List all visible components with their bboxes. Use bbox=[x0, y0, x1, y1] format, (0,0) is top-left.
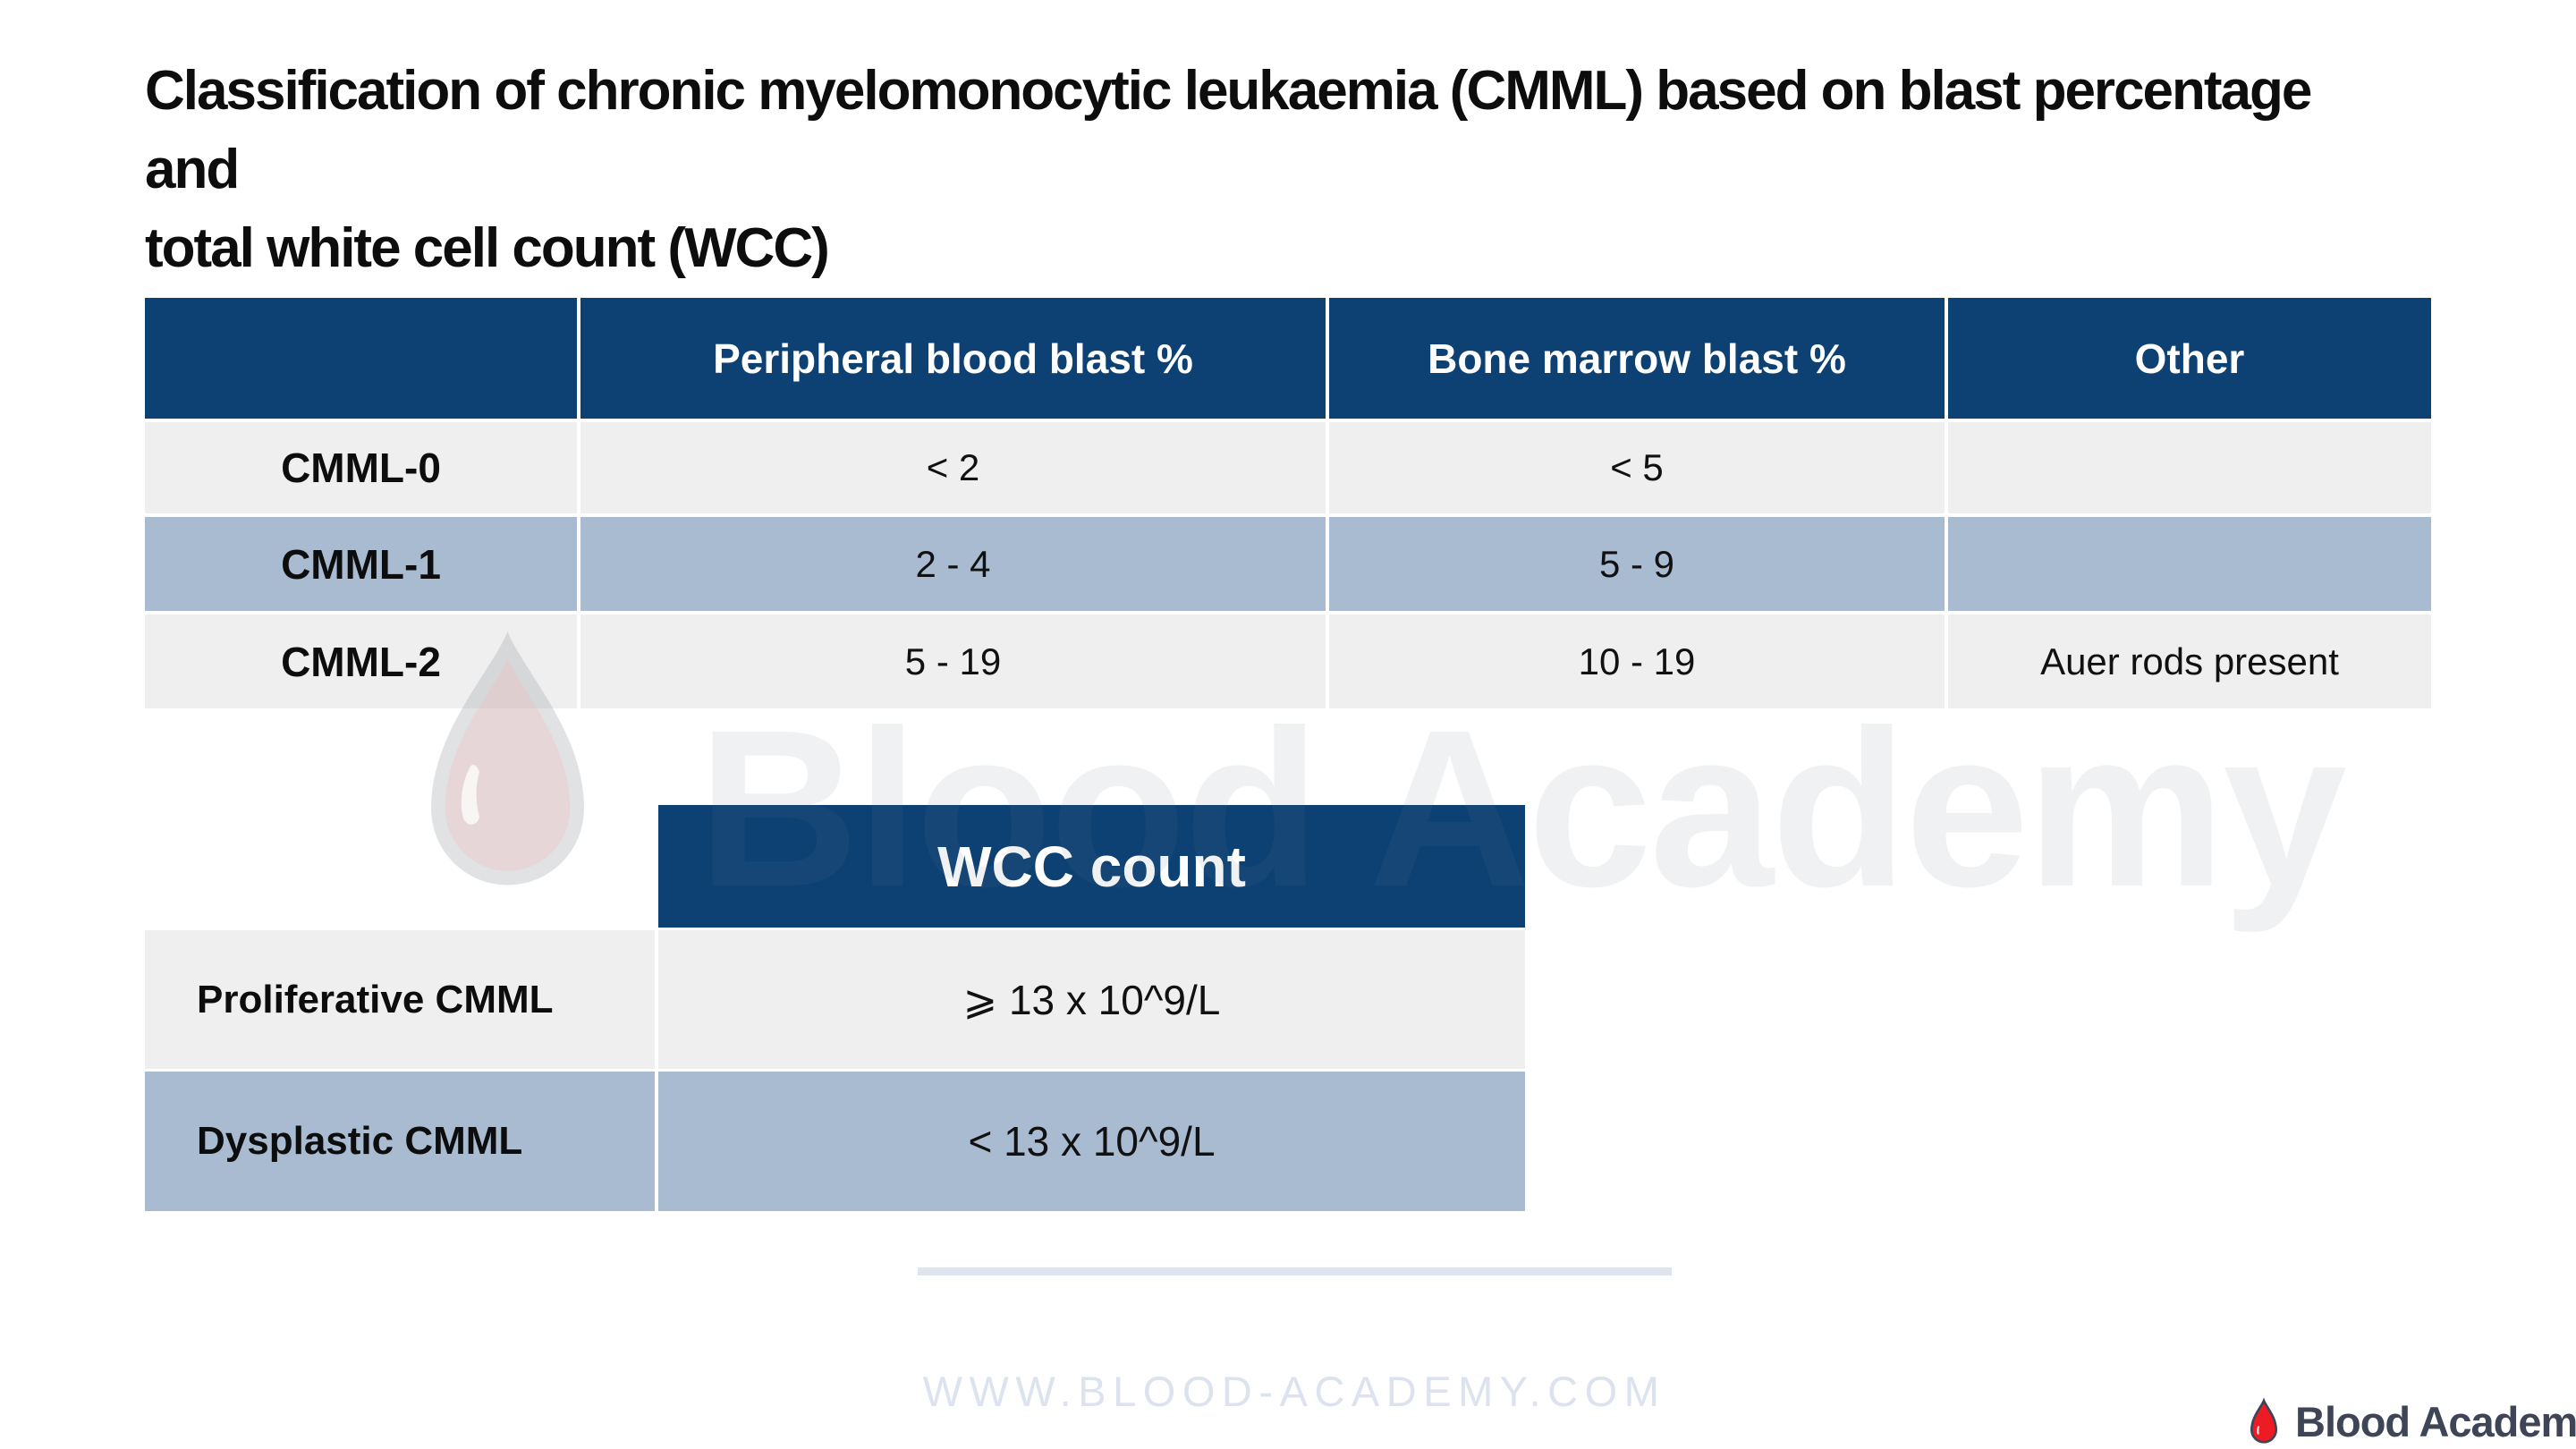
row-label-cmml-1: CMML-1 bbox=[145, 517, 577, 611]
brand-name: Blood Academy bbox=[2295, 1397, 2576, 1445]
row-label-cmml-0: CMML-0 bbox=[145, 422, 577, 513]
page-title-line2: total white cell count (WCC) bbox=[145, 217, 830, 279]
footer-url: WWW.BLOOD-ACADEMY.COM bbox=[922, 1368, 1666, 1415]
cmml-2-peripheral-blast: 5 - 19 bbox=[580, 614, 1326, 708]
cmml-0-bone-marrow-blast: < 5 bbox=[1329, 422, 1945, 513]
brand-logo: Blood Academy bbox=[2247, 1394, 2576, 1449]
cmml-0-peripheral-blast: < 2 bbox=[580, 422, 1326, 513]
cmml-1-other bbox=[1948, 517, 2431, 611]
classification-table: Peripheral blood blast % Bone marrow bla… bbox=[145, 298, 2431, 708]
col-header-other: Other bbox=[1948, 298, 2431, 419]
cmml-0-other bbox=[1948, 422, 2431, 513]
row-label-cmml-2: CMML-2 bbox=[145, 614, 577, 708]
footer-divider-line bbox=[918, 1267, 1672, 1275]
brand-blood-drop-icon bbox=[2250, 1396, 2278, 1444]
cmml-2-bone-marrow-blast: 10 - 19 bbox=[1329, 614, 1945, 708]
wcc-table: WCC count Proliferative CMML ⩾ 13 x 10^9… bbox=[145, 805, 1525, 1211]
page-title: Classification of chronic myelomonocytic… bbox=[145, 52, 2381, 288]
page-title-line1: Classification of chronic myelomonocytic… bbox=[145, 60, 2312, 200]
proliferative-cmml-wcc-value: ⩾ 13 x 10^9/L bbox=[658, 930, 1525, 1069]
cmml-2-other: Auer rods present bbox=[1948, 614, 2431, 708]
wcc-header-empty bbox=[145, 805, 655, 928]
row-label-dysplastic-cmml: Dysplastic CMML bbox=[145, 1072, 655, 1211]
row-label-proliferative-cmml: Proliferative CMML bbox=[145, 930, 655, 1069]
cmml-1-peripheral-blast: 2 - 4 bbox=[580, 517, 1326, 611]
cmml-1-bone-marrow-blast: 5 - 9 bbox=[1329, 517, 1945, 611]
wcc-header: WCC count bbox=[658, 805, 1525, 928]
col-header-peripheral-blast: Peripheral blood blast % bbox=[580, 298, 1326, 419]
col-header-empty bbox=[145, 298, 577, 419]
col-header-bone-marrow-blast: Bone marrow blast % bbox=[1329, 298, 1945, 419]
dysplastic-cmml-wcc-value: < 13 x 10^9/L bbox=[658, 1072, 1525, 1211]
